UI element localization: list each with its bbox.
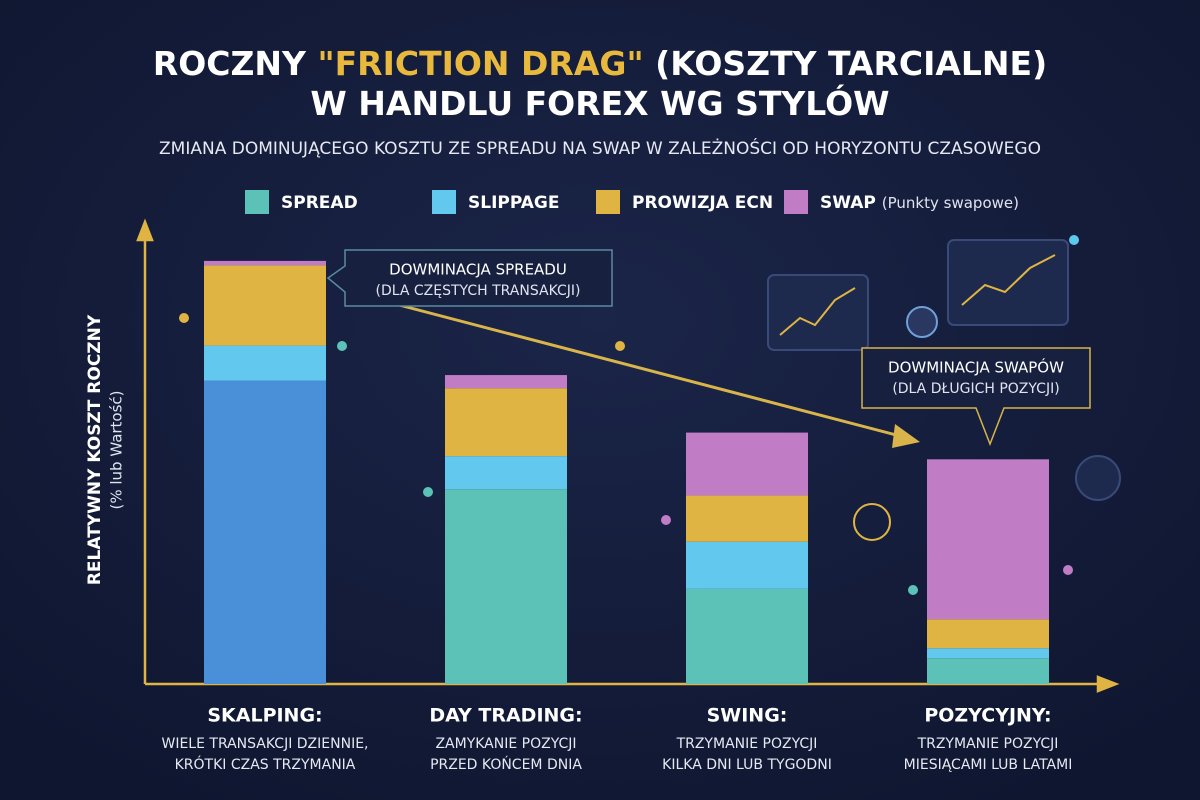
legend-swatch	[245, 190, 269, 214]
legend-name: SWAP	[820, 193, 876, 213]
chart-title: W HANDLU FOREX WG STYLÓW	[310, 83, 889, 123]
y-axis-title: RELATYWNY KOSZT ROCZNY	[85, 314, 105, 585]
decor	[179, 235, 1121, 595]
subtitle: ZMIANA DOMINUJĄCEGO KOSZTU ZE SPREADU NA…	[159, 137, 1041, 159]
category-label: SKALPING:	[207, 705, 322, 727]
legend-name: SLIPPAGE	[468, 193, 559, 213]
bar-segment	[686, 432, 808, 496]
legend-label: SWAP (Punkty swapowe)	[820, 193, 1019, 213]
bar-segment	[686, 588, 808, 684]
bar-segment	[927, 658, 1049, 684]
bar-segment	[204, 345, 326, 381]
legend-swatch	[432, 190, 456, 214]
callout: DOWMINACJA SWAPÓW (DLA DŁUGICH POZYCJI)	[861, 347, 1091, 447]
category-label: SWING:	[707, 705, 788, 727]
annotation: (DLA CZĘSTYCH TRANSAKCJI)	[376, 283, 581, 299]
bar-segment	[204, 260, 326, 266]
trend-arrow	[379, 298, 920, 448]
title-part: (KOSZTY TARCIALNE)	[644, 44, 1048, 83]
bar-segment	[927, 459, 1049, 620]
legend-label: SLIPPAGE	[468, 193, 559, 213]
callout: DOWMINACJA SPREADU (DLA CZĘSTYCH TRANSAK…	[326, 249, 613, 307]
bar-segment	[204, 265, 326, 346]
bar-segment	[445, 388, 567, 457]
bar-segment	[927, 648, 1049, 659]
y-axis-subtitle: (% lub Wartość)	[108, 390, 126, 509]
bar-segment	[686, 495, 808, 542]
category-description: WIELE TRANSAKCJI DZIENNIE,	[161, 736, 368, 752]
bar-segment	[445, 456, 567, 490]
bar-segment	[204, 380, 326, 684]
legend-swatch	[596, 190, 620, 214]
category-description: KILKA DNI LUB TYGODNI	[662, 757, 832, 773]
title-part: "FRICTION DRAG"	[317, 44, 643, 83]
bar-segment	[445, 375, 567, 389]
category-description: PRZED KOŃCEM DNIA	[430, 755, 582, 773]
legend-label: PROWIZJA ECN	[632, 193, 773, 213]
legend-swatch	[784, 190, 808, 214]
category-description: KRÓTKI CZAS TRZYMANIA	[175, 755, 356, 773]
chart-title: ROCZNY "FRICTION DRAG" (KOSZTY TARCIALNE…	[153, 44, 1047, 83]
annotation: DOWMINACJA SPREADU	[389, 261, 567, 279]
category-description: TRZYMANIE POZYCJI	[676, 736, 818, 752]
bar-segment	[686, 541, 808, 589]
legend-name: SPREAD	[281, 193, 358, 213]
bar-segment	[927, 619, 1049, 649]
y-arrow	[136, 218, 154, 242]
title-part: ROCZNY	[153, 44, 318, 83]
title-part: W HANDLU FOREX WG STYLÓW	[310, 83, 889, 123]
legend-name: PROWIZJA ECN	[632, 193, 773, 213]
category-description: ZAMYKANIE POZYCJI	[435, 736, 576, 752]
legend-note: (Punkty swapowe)	[882, 194, 1019, 212]
bar-segment	[445, 489, 567, 684]
annotation: DOWMINACJA SWAPÓW	[888, 358, 1064, 377]
category-description: TRZYMANIE POZYCJI	[917, 736, 1059, 752]
category-description: MIESIĄCAMI LUB LATAMI	[904, 757, 1073, 773]
category-label: POZYCYJNY:	[924, 705, 1051, 727]
legend-label: SPREAD	[281, 193, 358, 213]
category-label: DAY TRADING:	[429, 705, 582, 727]
annotation: (DLA DŁUGICH POZYCJI)	[892, 381, 1059, 397]
x-arrow	[1096, 675, 1120, 693]
y-label: RELATYWNY KOSZT ROCZNY (% lub Wartość)	[85, 314, 126, 585]
